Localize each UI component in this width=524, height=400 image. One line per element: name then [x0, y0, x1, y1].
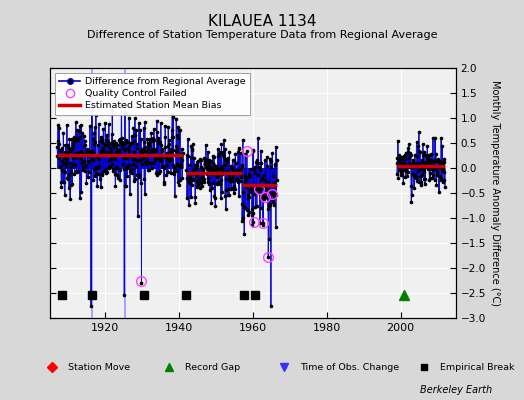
Legend: Difference from Regional Average, Quality Control Failed, Estimated Station Mean: Difference from Regional Average, Qualit… [54, 73, 250, 115]
Text: Record Gap: Record Gap [185, 362, 240, 372]
Text: Station Move: Station Move [68, 362, 130, 372]
Text: Empirical Break: Empirical Break [440, 362, 514, 372]
Text: Berkeley Earth: Berkeley Earth [420, 385, 493, 395]
Text: Time of Obs. Change: Time of Obs. Change [300, 362, 399, 372]
Y-axis label: Monthly Temperature Anomaly Difference (°C): Monthly Temperature Anomaly Difference (… [490, 80, 500, 306]
Text: Difference of Station Temperature Data from Regional Average: Difference of Station Temperature Data f… [87, 30, 437, 40]
Text: KILAUEA 1134: KILAUEA 1134 [208, 14, 316, 29]
